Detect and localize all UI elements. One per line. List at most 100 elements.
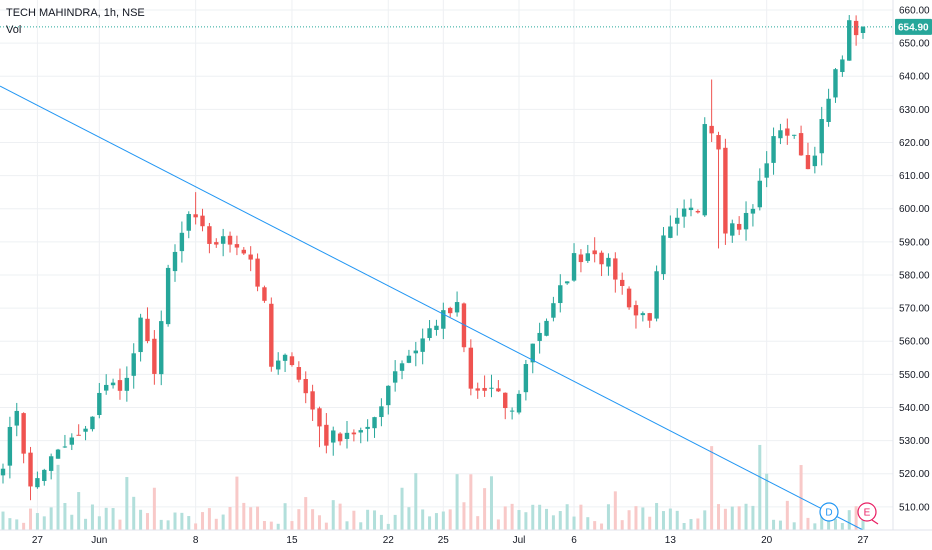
y-tick-label: 590.00 xyxy=(899,237,930,248)
candle xyxy=(324,413,329,454)
candle-body xyxy=(379,406,384,418)
candle xyxy=(317,406,322,448)
candle-body xyxy=(853,20,859,36)
candle-body xyxy=(626,288,632,308)
candle xyxy=(853,15,859,46)
candle xyxy=(613,252,618,293)
candle xyxy=(434,319,439,336)
candle xyxy=(633,300,639,329)
volume-bar xyxy=(159,519,163,530)
volume-bar xyxy=(221,514,225,530)
candle xyxy=(248,246,253,272)
candle xyxy=(792,134,797,139)
candle-body xyxy=(785,128,790,136)
candle xyxy=(626,286,632,310)
price-axis[interactable]: 510.00 520.00 530.00 540.00 550.00 560.00 570.… xyxy=(892,0,932,530)
candle xyxy=(152,330,157,385)
candle xyxy=(269,297,274,372)
candle xyxy=(592,237,597,263)
trendline-segment xyxy=(0,85,864,531)
volume-bar xyxy=(758,444,762,530)
event-marker[interactable]: D xyxy=(819,502,839,522)
candle-body xyxy=(764,163,769,178)
y-tick-label: 540.00 xyxy=(899,403,930,414)
volume-bar xyxy=(765,473,769,530)
candle-body xyxy=(90,416,95,430)
volume-bar xyxy=(283,503,287,530)
candle-body xyxy=(805,155,811,170)
candle-body xyxy=(179,232,185,252)
candle xyxy=(145,307,150,344)
volume-bar xyxy=(600,523,604,530)
x-tick-label: 25 xyxy=(438,535,450,546)
y-tick-label: 520.00 xyxy=(899,469,930,480)
candle xyxy=(551,296,556,322)
candle xyxy=(695,209,701,214)
x-tick-label: 6 xyxy=(571,535,577,546)
candle-body xyxy=(331,430,336,443)
candle-body xyxy=(812,155,818,167)
candle xyxy=(833,68,838,103)
candle-body xyxy=(620,279,625,286)
candle xyxy=(516,390,522,415)
volume-bar xyxy=(496,519,500,530)
candle-body xyxy=(441,310,446,329)
candle xyxy=(544,318,549,337)
candle-body xyxy=(503,392,508,409)
candle xyxy=(214,238,219,248)
x-tick-label: Jul xyxy=(513,535,526,546)
volume-bars xyxy=(1,444,865,530)
volume-bar xyxy=(242,502,246,530)
volume-bar xyxy=(1,511,5,530)
candle xyxy=(344,420,350,449)
time-axis[interactable]: 27 Jun 8 15 22 25 Jul 6 13 20 27 xyxy=(0,529,932,546)
candle xyxy=(138,313,143,362)
trendline[interactable] xyxy=(0,85,864,531)
volume-bar xyxy=(861,512,865,530)
candle-body xyxy=(695,210,701,213)
candle xyxy=(475,382,480,399)
candle-body xyxy=(324,424,329,446)
x-tick-label: 27 xyxy=(857,535,869,546)
volume-bar xyxy=(827,516,831,530)
candle-body xyxy=(7,426,13,466)
candle-body xyxy=(28,452,33,487)
volume-bar xyxy=(524,512,528,530)
volume-bar xyxy=(152,487,156,530)
candle-body xyxy=(860,26,866,33)
candle xyxy=(48,453,54,480)
candle xyxy=(392,360,398,392)
candle-body xyxy=(475,388,480,391)
candle xyxy=(847,15,852,61)
candle-body xyxy=(0,468,6,476)
volume-bar xyxy=(421,509,425,530)
volume-bar xyxy=(297,509,301,530)
candle xyxy=(523,359,529,401)
candle xyxy=(406,349,412,364)
candle xyxy=(509,407,515,420)
candle xyxy=(165,264,171,327)
candle-body xyxy=(558,285,563,304)
candle xyxy=(379,398,384,427)
candle xyxy=(207,222,212,254)
volume-bar xyxy=(379,514,383,530)
candle xyxy=(227,231,233,253)
candle xyxy=(441,302,446,340)
event-marker-pointer xyxy=(871,519,879,525)
candle-body xyxy=(709,125,714,134)
candle-body xyxy=(681,208,687,217)
candle-body xyxy=(14,410,19,426)
volume-bar xyxy=(180,512,184,530)
candle xyxy=(276,352,281,375)
volume-bar xyxy=(42,516,46,530)
event-marker[interactable]: E xyxy=(857,502,877,522)
volume-bar xyxy=(744,503,748,530)
candle xyxy=(420,328,425,365)
volume-bar xyxy=(730,506,734,530)
candle-body xyxy=(448,307,453,314)
volume-bar xyxy=(462,502,466,530)
volume-bar xyxy=(469,474,473,530)
